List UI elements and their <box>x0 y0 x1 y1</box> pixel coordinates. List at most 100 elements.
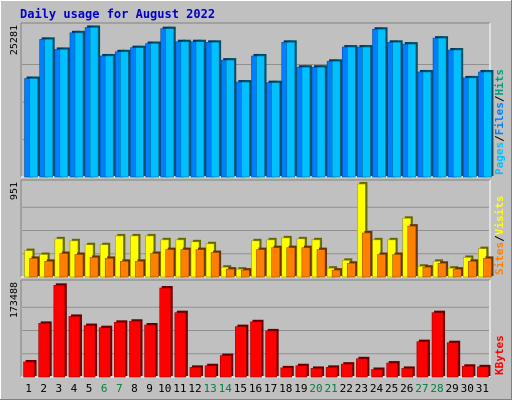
bar-kbytes-day-10 <box>159 287 172 378</box>
x-tick-label-day: 23 <box>355 382 368 395</box>
bar-visits-day-8 <box>130 235 139 278</box>
bar-kbytes-day-7 <box>114 322 126 378</box>
bar-sites-day-15 <box>241 269 250 278</box>
y-max-label-hits: 25281 <box>9 25 20 55</box>
bar-hits-day-2 <box>44 39 53 178</box>
x-tick-label-day: 26 <box>400 382 413 395</box>
bar-sites-day-6 <box>104 258 114 278</box>
bar-sites-day-13 <box>210 252 220 278</box>
x-tick-label-day: 16 <box>249 382 262 395</box>
x-tick-label-day: 1 <box>25 382 32 395</box>
legend-kbytes: KBytes <box>493 335 506 375</box>
x-tick-label-day: 4 <box>71 382 78 395</box>
legend-entry: Files <box>493 102 506 135</box>
bar-sites-day-26 <box>407 225 417 278</box>
bar-sites-day-29 <box>452 268 462 278</box>
bar-kbytes-day-6 <box>98 327 111 378</box>
x-tick-label-day: 25 <box>385 382 398 395</box>
x-tick-label-day: 31 <box>476 382 489 395</box>
chart-panels: 25281Pages/Files/Hits951Sites/Visits1734… <box>9 22 506 378</box>
bar-hits-day-4 <box>74 32 84 178</box>
bar-hits-day-5 <box>89 27 99 178</box>
x-tick-label-day: 10 <box>158 382 171 395</box>
bar-hits-day-11 <box>180 41 190 178</box>
bar-kbytes-day-3 <box>53 285 66 378</box>
x-tick-label-day: 18 <box>279 382 292 395</box>
bar-sites-day-1 <box>29 258 38 278</box>
bar-hits-day-27 <box>422 71 432 178</box>
panel-visits: 951 Sites/Visits <box>9 179 506 278</box>
x-tick-label-day: 13 <box>203 382 216 395</box>
bar-kbytes-day-4 <box>68 316 81 378</box>
bar-kbytes-day-20 <box>310 368 323 378</box>
bar-hits-day-13 <box>210 42 220 178</box>
bar-sites-day-28 <box>437 263 447 278</box>
bar-kbytes-day-13 <box>204 365 217 378</box>
bar-hits-day-9 <box>150 43 159 178</box>
bar-kbytes-day-21 <box>325 367 338 378</box>
bar-kbytes-day-29 <box>446 342 459 378</box>
bar-hits-day-1 <box>29 78 38 178</box>
x-tick-label-day: 22 <box>340 382 353 395</box>
x-tick-label-day: 14 <box>219 382 233 395</box>
x-tick-label-day: 19 <box>294 382 307 395</box>
legend-entry: KBytes <box>493 335 506 375</box>
bar-sites-day-11 <box>180 249 190 278</box>
bar-kbytes-day-11 <box>174 312 187 378</box>
x-axis-day-labels: 1 2 3 4 5 6 7 8 9 10 11 12 13 14 15 16 17 18 19 20 21 22 23 24 2… <box>25 382 489 395</box>
bar-kbytes-day-15 <box>235 326 247 378</box>
x-tick-label-day: 29 <box>446 382 459 395</box>
x-tick-label-day: 28 <box>430 382 443 395</box>
bar-hits-day-19 <box>301 66 311 178</box>
bar-hits-day-16 <box>256 55 265 178</box>
panel-kbytes: 173488 KBytes <box>9 279 506 378</box>
bar-kbytes-day-19 <box>295 365 308 378</box>
x-tick-label-day: 30 <box>461 382 474 395</box>
legend-entry: / <box>493 95 506 102</box>
bar-hits-day-14 <box>225 59 235 178</box>
bar-sites-day-4 <box>74 254 84 278</box>
bar-hits-day-10 <box>165 28 175 178</box>
bar-kbytes-day-17 <box>265 330 277 378</box>
bar-kbytes-day-24 <box>371 369 383 378</box>
bar-kbytes-day-26 <box>401 368 414 378</box>
bar-sites-day-27 <box>422 266 432 278</box>
bar-kbytes-day-5 <box>83 325 96 378</box>
bar-kbytes-day-8 <box>129 320 141 378</box>
bar-kbytes-day-9 <box>144 324 156 378</box>
bar-sites-day-19 <box>301 247 311 278</box>
bar-hits-day-8 <box>135 47 144 178</box>
x-tick-label-day: 21 <box>325 382 338 395</box>
bar-hits-day-21 <box>331 61 341 178</box>
bar-sites-day-3 <box>59 253 69 278</box>
bar-kbytes-day-14 <box>219 355 232 378</box>
bar-hits-day-3 <box>59 49 69 178</box>
bar-hits-day-18 <box>286 42 296 178</box>
legend-hits: Pages/Files/Hits <box>493 69 506 175</box>
bar-sites-day-17 <box>271 247 280 278</box>
x-tick-label-day: 20 <box>309 382 322 395</box>
bar-sites-day-21 <box>331 269 341 278</box>
bar-hits-day-22 <box>346 46 356 178</box>
bar-sites-day-31 <box>483 258 492 278</box>
x-tick-label-day: 8 <box>131 382 138 395</box>
bar-sites-day-20 <box>316 249 326 278</box>
bar-hits-day-29 <box>452 49 462 178</box>
bar-kbytes-day-30 <box>462 365 474 378</box>
legend-entry: Visits <box>493 196 506 236</box>
x-tick-label-day: 12 <box>188 382 201 395</box>
bar-kbytes-day-12 <box>189 367 202 378</box>
bar-kbytes-day-28 <box>431 312 444 378</box>
y-max-label-kbytes: 173488 <box>9 282 20 318</box>
bar-kbytes-day-31 <box>477 366 489 378</box>
legend-entry: Hits <box>493 69 506 96</box>
x-tick-label-day: 3 <box>56 382 63 395</box>
bar-hits-day-28 <box>437 37 447 178</box>
bar-kbytes-day-18 <box>280 367 293 378</box>
x-tick-label-day: 5 <box>86 382 93 395</box>
x-tick-label-day: 11 <box>173 382 186 395</box>
x-tick-label-day: 9 <box>146 382 153 395</box>
bar-sites-day-10 <box>165 249 175 278</box>
bar-sites-day-18 <box>286 247 296 278</box>
y-max-label-visits: 951 <box>9 182 20 200</box>
